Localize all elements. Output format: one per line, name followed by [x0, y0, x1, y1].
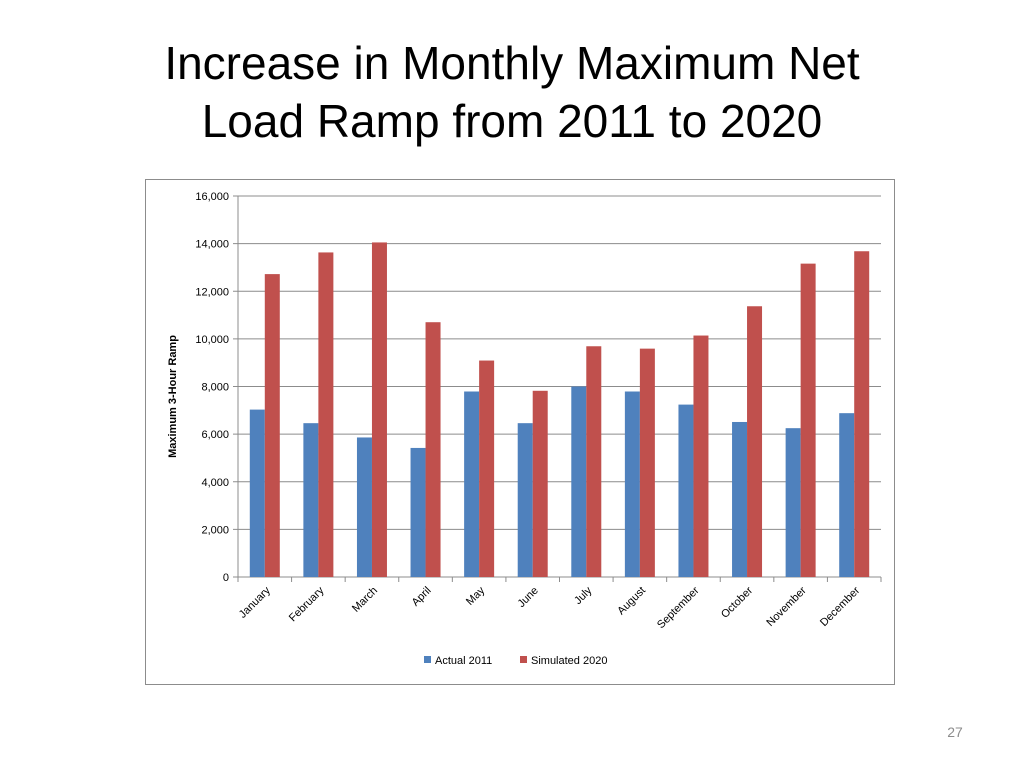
x-tick-label: May: [464, 584, 488, 608]
page-number: 27: [947, 724, 963, 740]
slide-title-line-2: Load Ramp from 2011 to 2020: [201, 95, 823, 147]
bar-chart: 0 2,000 4,000 6,000 8,000 10,000 12,000 14,000 1…: [167, 191, 882, 667]
chart-frame: 0 2,000 4,000 6,000 8,000 10,000 12,000 14,000 1…: [145, 179, 895, 685]
x-tick-label: November: [764, 584, 809, 629]
bar-actual-2011: [732, 421, 748, 577]
x-tick-label: October: [719, 584, 755, 620]
bar-actual-2011: [839, 413, 855, 577]
x-tick-label: July: [572, 584, 595, 607]
bar-actual-2011: [249, 409, 265, 577]
bar-actual-2011: [464, 391, 480, 577]
slide-title: Increase in Monthly Maximum Net Load Ram…: [0, 34, 1024, 150]
bar-actual-2011: [303, 423, 319, 577]
x-tick-label: January: [237, 584, 274, 621]
x-tick-label: June: [515, 585, 540, 610]
y-tick-label: 8,000: [201, 382, 229, 394]
y-tick-label: 2,000: [201, 524, 229, 536]
y-tick-label: 10,000: [195, 334, 229, 346]
x-tick-label: February: [287, 584, 327, 624]
legend-swatch-actual-2011: [424, 656, 431, 663]
bar-actual-2011: [624, 391, 640, 577]
bar-actual-2011: [410, 447, 426, 577]
bar-simulated-2020: [800, 263, 816, 577]
bar-actual-2011: [517, 423, 533, 577]
y-tick-label: 6,000: [201, 429, 229, 441]
y-axis-label: Maximum 3-Hour Ramp: [167, 335, 179, 458]
bar-simulated-2020: [479, 360, 495, 577]
x-tick-label: April: [410, 585, 434, 609]
slide-title-line-1: Increase in Monthly Maximum Net: [164, 37, 860, 89]
legend-swatch-simulated-2020: [520, 656, 527, 663]
bar-actual-2011: [356, 437, 372, 577]
bar-simulated-2020: [264, 274, 280, 577]
bar-simulated-2020: [693, 335, 709, 577]
x-tick-label: December: [818, 584, 863, 629]
y-tick-label: 16,000: [195, 191, 229, 203]
y-tick-label: 0: [223, 572, 229, 584]
legend-label: Actual 2011: [435, 655, 492, 667]
bar-actual-2011: [571, 386, 587, 577]
x-tick-label: August: [615, 585, 648, 618]
x-tick-label: September: [655, 584, 702, 631]
bar-simulated-2020: [371, 242, 387, 577]
bar-simulated-2020: [318, 252, 334, 578]
legend-label: Simulated 2020: [531, 655, 607, 667]
bar-actual-2011: [678, 404, 694, 577]
y-tick-label: 14,000: [195, 239, 229, 251]
bar-simulated-2020: [639, 348, 655, 577]
bar-simulated-2020: [532, 390, 548, 577]
bar-simulated-2020: [854, 251, 870, 577]
y-tick-label: 4,000: [201, 477, 229, 489]
y-tick-label: 12,000: [195, 286, 229, 298]
bar-simulated-2020: [586, 346, 602, 577]
bar-simulated-2020: [425, 322, 441, 577]
bar-simulated-2020: [747, 306, 763, 577]
bar-actual-2011: [785, 428, 801, 577]
x-tick-label: March: [350, 585, 380, 615]
